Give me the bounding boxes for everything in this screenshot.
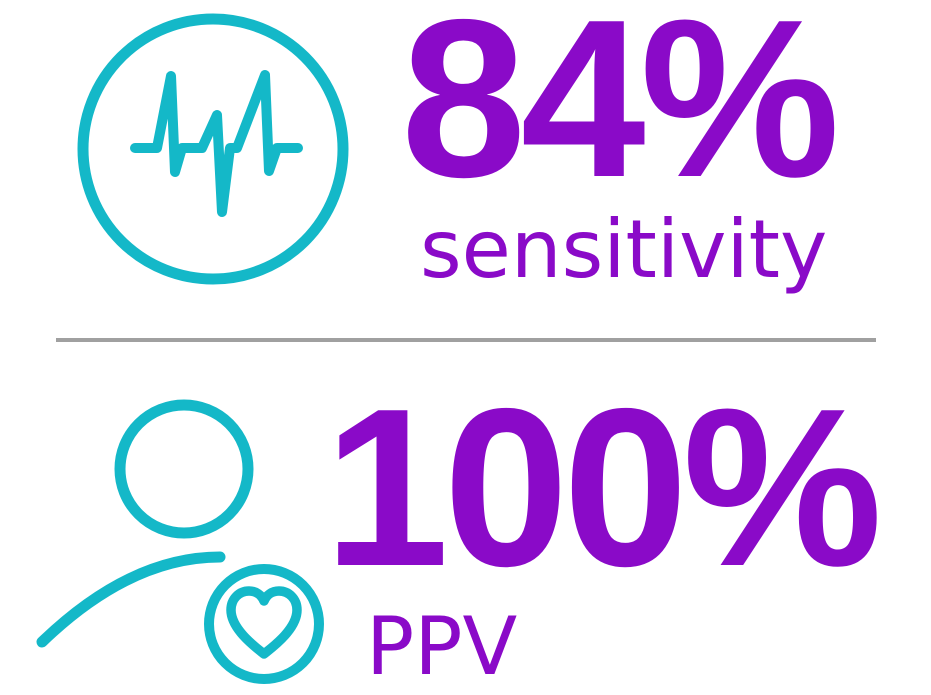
sensitivity-value: 84% — [401, 0, 840, 224]
ppv-value: 100% — [324, 361, 883, 613]
ecg-pulse-icon — [73, 9, 353, 289]
ppv-label: PPV — [366, 600, 518, 693]
divider-line — [56, 338, 876, 342]
sensitivity-label: sensitivity — [420, 203, 828, 296]
person-heart-icon — [30, 395, 330, 695]
